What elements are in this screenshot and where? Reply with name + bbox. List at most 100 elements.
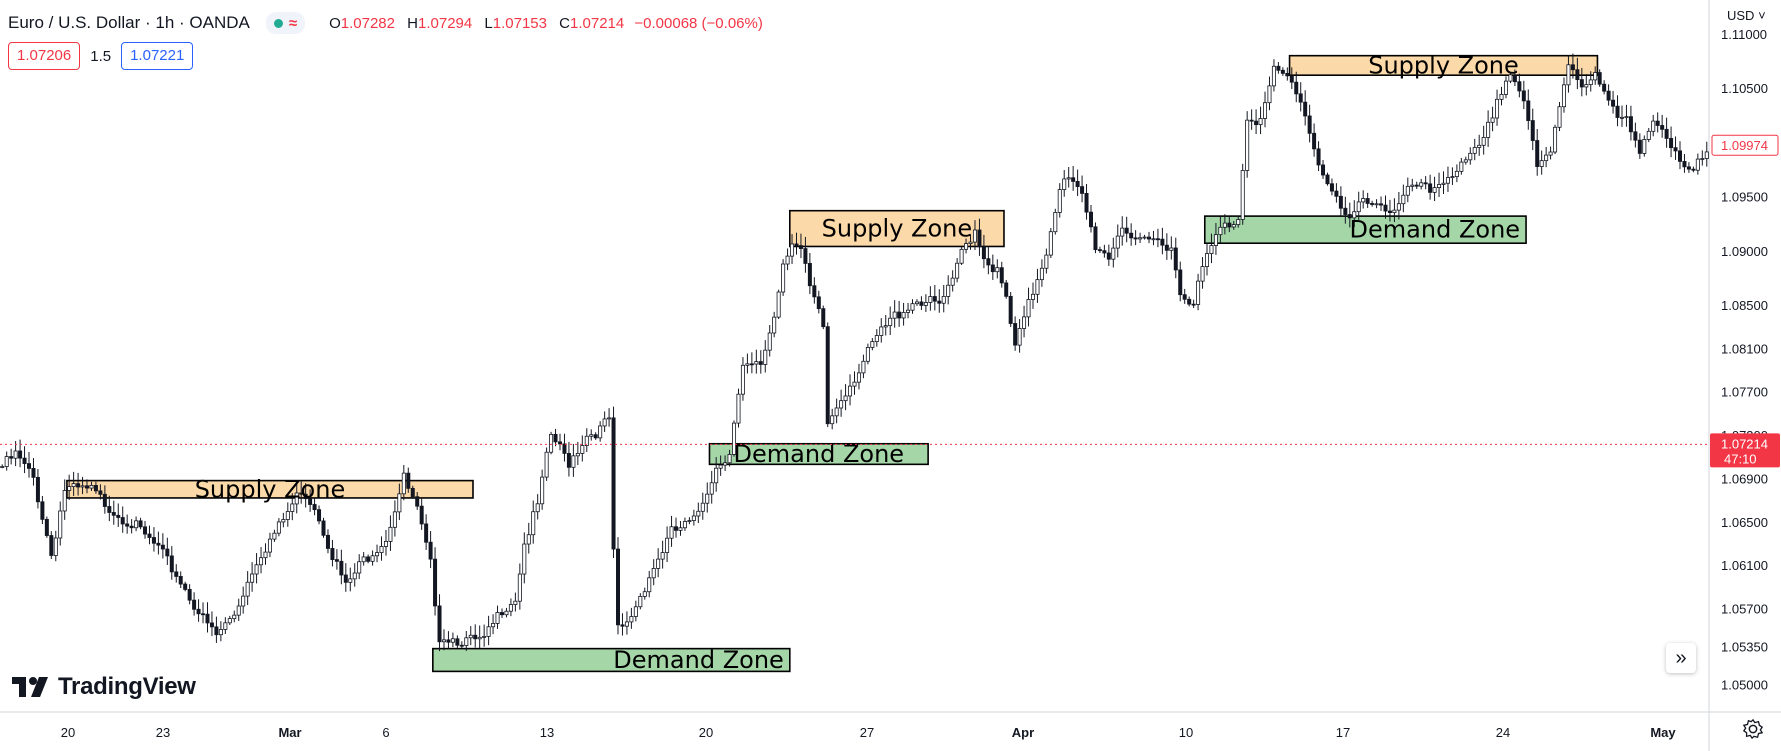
candle [1093,222,1098,254]
candle [607,408,612,427]
candle [1450,167,1455,185]
candle [910,299,915,314]
candle [1557,101,1562,132]
candle [120,506,125,533]
candle [1651,114,1656,137]
candle [1303,90,1308,126]
candle [1267,76,1272,111]
candle [1298,82,1303,112]
gear-icon[interactable] [1742,718,1764,740]
candle [1164,233,1169,260]
candle [1289,67,1294,89]
branding-text: TradingView [58,673,196,700]
candle [1102,244,1107,258]
candle [1405,177,1410,203]
candle [923,294,928,313]
candle [218,621,223,642]
candle [102,485,107,514]
market-status-pill[interactable]: ≈ [265,12,306,34]
candle [1691,166,1696,173]
x-tick-label: 6 [382,725,389,740]
candle [598,421,603,442]
candle [357,554,362,580]
candle [767,325,772,357]
chevron-down-icon: ˅ [1754,8,1766,23]
candle [754,349,759,374]
candle [401,464,406,501]
candle [526,522,531,554]
candle [1285,67,1290,81]
candle [18,439,23,468]
candle [656,548,661,578]
candle [495,605,500,629]
candle [1227,216,1232,233]
candle [660,540,665,569]
currency-selector[interactable]: USD ˅ [1727,8,1766,23]
ohlc-readout: O1.07282 H1.07294 L1.07153 C1.07214 −0.0… [329,15,763,32]
candle [339,549,344,585]
candle [406,467,411,493]
candle [508,598,513,617]
candle [116,503,121,527]
demand-zone-label: Demand Zone [1350,216,1521,244]
y-tick-label: 1.09500 [1721,190,1768,205]
scroll-to-realtime-button[interactable]: » [1666,643,1696,673]
candle [1445,166,1450,192]
candle [883,314,888,336]
candle [1503,76,1508,99]
candle [156,531,161,555]
candle [1468,147,1473,165]
candle [1664,117,1669,148]
candle [236,598,241,621]
candle [691,509,696,526]
candle [1700,150,1705,166]
candle [843,384,848,411]
candle [486,615,491,646]
candle [1544,146,1549,168]
candle [0,464,5,469]
candle [499,608,504,618]
candle [441,629,446,651]
candle [611,406,616,559]
tradingview-logo[interactable]: TradingView [12,673,196,701]
candle [138,517,143,530]
last-price-marker-label: 1.09974 [1721,138,1768,153]
candle [861,354,866,379]
sell-button[interactable]: 1.07206 [8,42,81,70]
candle [1124,216,1129,243]
candle [1334,183,1339,203]
candle [1361,190,1366,209]
candle [1370,200,1375,207]
candle [981,234,986,269]
candle [1111,237,1116,268]
candle [183,581,188,592]
candle [98,484,103,500]
x-tick-label: 27 [860,725,874,740]
candle [468,626,473,646]
demand-zone-box [1203,215,1527,245]
candle [1129,223,1134,246]
candle [1472,138,1477,161]
symbol-title[interactable]: Euro / U.S. Dollar · 1h · OANDA [8,13,250,32]
demand-zone-box [708,442,929,466]
candle [1057,183,1062,218]
candle [727,449,732,467]
candle [1245,111,1250,178]
buy-button[interactable]: 1.07221 [121,42,194,70]
candle [638,593,643,610]
open-value: 1.07282 [340,14,395,32]
candle [205,602,210,633]
candle [308,489,313,512]
candle [798,233,803,259]
supply-zone-label: Supply Zone [1368,51,1519,79]
candle [67,474,72,500]
candle [914,299,919,306]
candle [1329,178,1334,196]
candle [1321,160,1326,179]
candle [674,517,679,538]
candle [517,563,522,610]
candle [665,526,670,563]
candle [535,494,540,520]
supply-zone-box [1288,54,1599,76]
